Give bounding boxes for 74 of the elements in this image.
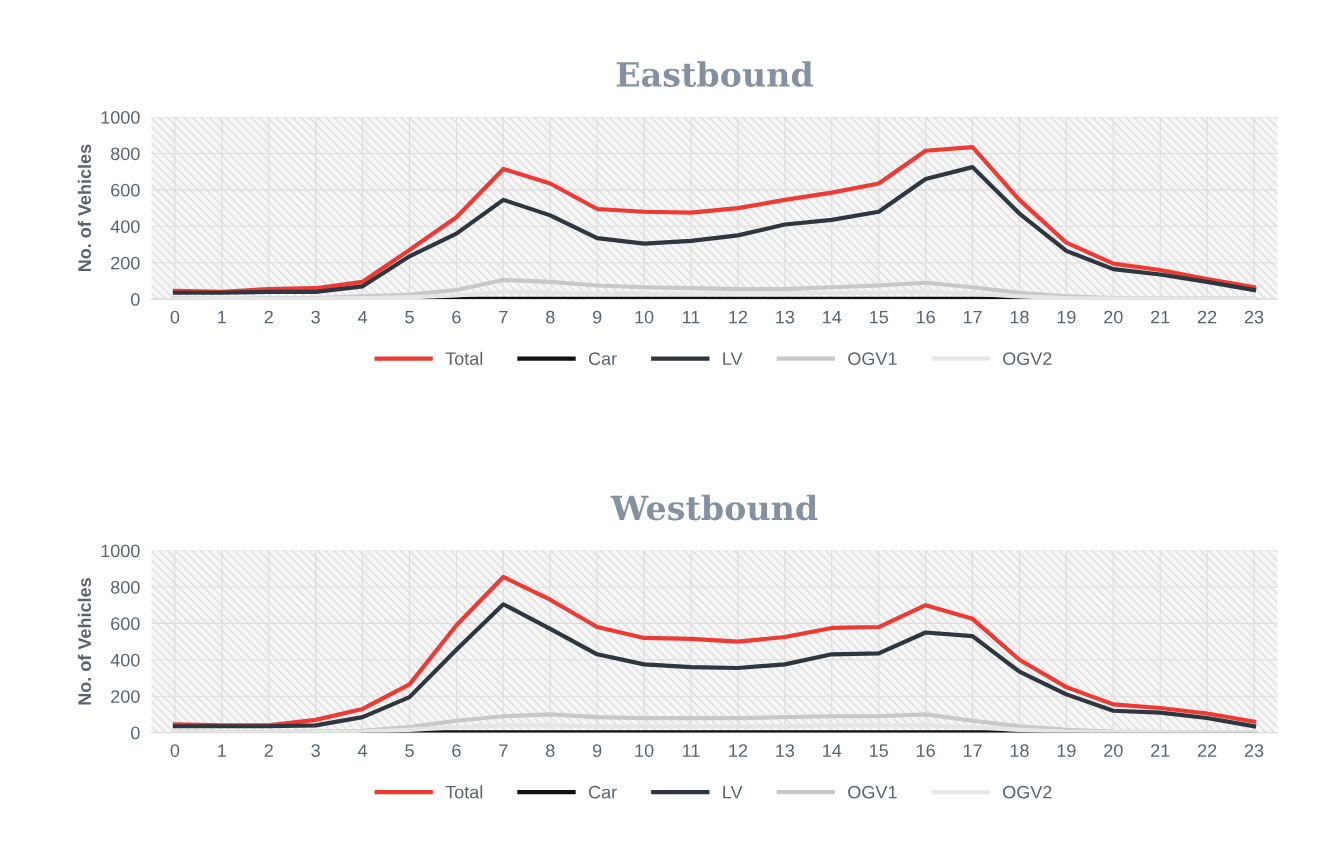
- y-tick-label: 800: [111, 147, 140, 161]
- x-tick-label: 20: [1104, 310, 1123, 324]
- legend-label: Car: [588, 785, 617, 799]
- x-tick-label: 10: [635, 310, 654, 324]
- x-tick-label: 8: [546, 744, 555, 757]
- legend-label: Car: [588, 352, 617, 366]
- x-tick-label: 11: [683, 310, 700, 324]
- x-tick-label: 21: [1151, 744, 1170, 757]
- legend-label: Total: [445, 351, 483, 366]
- y-tick-label: 0: [131, 726, 140, 740]
- x-tick-label: 6: [452, 744, 461, 757]
- legend-label: OGV2: [1003, 785, 1052, 799]
- x-tick-label: 21: [1151, 310, 1170, 324]
- legend-label: OGV1: [848, 785, 897, 799]
- x-tick-label: 3: [311, 310, 320, 324]
- y-tick-label: 800: [111, 580, 140, 594]
- x-tick-label: 18: [1010, 744, 1029, 757]
- y-axis-title: No. of Vehicles: [77, 578, 92, 705]
- x-tick-label: 0: [170, 310, 180, 324]
- x-tick-label: 15: [870, 744, 888, 757]
- x-tick-label: 3: [311, 744, 320, 757]
- x-tick-label: 14: [823, 310, 842, 324]
- x-tick-label: 14: [823, 744, 842, 757]
- x-tick-label: 11: [683, 744, 700, 757]
- x-tick-label: 12: [729, 744, 748, 757]
- legend-label: OGV2: [1003, 352, 1052, 366]
- x-tick-label: 4: [357, 744, 368, 757]
- x-tick-label: 13: [776, 744, 795, 757]
- x-tick-label: 19: [1057, 744, 1076, 757]
- y-tick-label: 400: [110, 653, 140, 667]
- y-tick-label: 0: [131, 293, 140, 306]
- y-tick-label: 1000: [101, 110, 140, 124]
- y-tick-label: 200: [111, 256, 140, 270]
- x-tick-label: 5: [405, 310, 414, 324]
- x-tick-label: 22: [1197, 744, 1217, 757]
- x-tick-label: 18: [1010, 310, 1029, 324]
- x-tick-label: 16: [916, 310, 935, 324]
- x-tick-label: 8: [546, 310, 555, 324]
- y-tick-label: 600: [111, 183, 140, 197]
- y-axis-title: No. of Vehicles: [77, 144, 92, 272]
- x-tick-label: 17: [963, 744, 982, 757]
- x-tick-label: 7: [499, 744, 508, 757]
- x-tick-label: 7: [499, 310, 508, 324]
- x-tick-label: 17: [963, 310, 982, 324]
- x-tick-label: 23: [1244, 310, 1264, 324]
- chart-title: Westbound: [610, 494, 818, 521]
- chart-title: Eastbound: [616, 61, 813, 87]
- x-tick-label: 22: [1197, 310, 1217, 324]
- y-tick-label: 1000: [101, 544, 140, 558]
- x-tick-label: 20: [1104, 744, 1123, 757]
- x-tick-label: 6: [452, 310, 461, 324]
- x-tick-label: 0: [170, 744, 180, 757]
- legend-label: LV: [723, 785, 743, 799]
- x-tick-label: 4: [357, 310, 368, 324]
- x-tick-label: 10: [635, 744, 654, 757]
- x-tick-label: 2: [264, 744, 273, 757]
- x-tick-label: 1: [218, 310, 226, 324]
- y-tick-label: 200: [111, 690, 140, 703]
- y-tick-label: 600: [111, 617, 140, 631]
- y-tick-label: 400: [110, 220, 140, 234]
- x-tick-label: 9: [593, 310, 602, 324]
- x-tick-label: 5: [405, 744, 414, 757]
- x-tick-label: 12: [729, 310, 748, 324]
- legend-label: OGV1: [848, 352, 897, 366]
- x-tick-label: 16: [916, 744, 935, 757]
- x-tick-label: 15: [870, 310, 888, 324]
- x-tick-label: 13: [776, 310, 795, 324]
- legend-label: Total: [445, 785, 483, 799]
- x-tick-label: 9: [593, 744, 602, 757]
- x-tick-label: 23: [1244, 744, 1264, 757]
- x-tick-label: 2: [264, 310, 273, 324]
- legend-label: LV: [723, 352, 743, 365]
- x-tick-label: 1: [218, 744, 226, 757]
- x-tick-label: 19: [1057, 310, 1076, 324]
